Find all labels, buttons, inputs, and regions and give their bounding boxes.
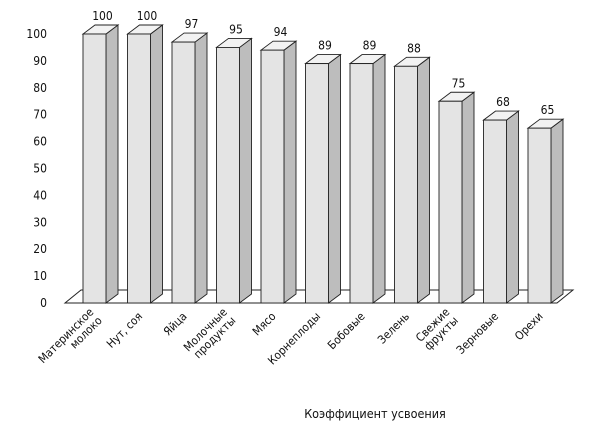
bars-layer [81, 24, 565, 304]
bar-side [550, 118, 564, 304]
bar-front [216, 47, 240, 304]
bar [170, 32, 209, 304]
category-label: Зелень [375, 309, 412, 346]
data-label: 95 [229, 22, 243, 36]
bar-side [239, 37, 252, 304]
data-label: 88 [407, 41, 421, 55]
y-tick-label: 100 [26, 27, 47, 41]
bar-front [82, 33, 107, 304]
y-tick-label: 70 [33, 108, 47, 122]
bar-front [349, 63, 374, 304]
data-label: 97 [185, 17, 199, 31]
data-label: 68 [496, 95, 510, 109]
bar [482, 110, 520, 304]
category-label: Мясо [250, 309, 279, 338]
data-label: 75 [452, 76, 466, 90]
bar-front [305, 63, 329, 304]
y-tick-label: 0 [40, 296, 47, 310]
category-label: Яйца [160, 309, 189, 338]
category-label: Нут, соя [104, 309, 146, 351]
data-label: 100 [137, 9, 158, 23]
bar-front [171, 41, 196, 304]
y-tick-label: 80 [33, 81, 47, 95]
bar-side [194, 32, 208, 304]
bar [81, 24, 120, 304]
bar-front [127, 33, 151, 304]
bar-side [150, 24, 163, 304]
y-tick-label: 10 [33, 269, 47, 283]
bar [526, 118, 565, 304]
bar [437, 91, 476, 304]
category-label: Зерновые [454, 309, 502, 357]
bar-front [438, 100, 463, 304]
y-tick-label: 30 [33, 215, 47, 229]
data-label: 100 [92, 9, 113, 23]
bar-front [483, 119, 507, 304]
bar [259, 40, 298, 304]
bar-side [105, 24, 119, 304]
y-tick-label: 50 [33, 162, 47, 176]
bar-front [260, 49, 285, 304]
data-label: 89 [363, 39, 377, 53]
category-label: Материнскоемолоко [35, 305, 105, 375]
bar-front [394, 65, 418, 304]
bar-side [328, 53, 341, 304]
category-label: Орехи [512, 309, 546, 343]
y-tick-label: 40 [33, 188, 47, 202]
y-tick-label: 60 [33, 135, 47, 149]
bar-side [372, 53, 386, 304]
category-label: Молочныепродукты [181, 305, 239, 363]
bar-side [283, 40, 297, 304]
bar-side [417, 56, 430, 304]
category-label: Бобовые [325, 309, 368, 352]
y-tick-label: 20 [33, 242, 47, 256]
bar [393, 56, 431, 304]
data-label: 89 [318, 39, 332, 53]
x-axis-title: Коэффициент усвоения [304, 406, 446, 421]
data-label: 65 [541, 103, 555, 117]
bar-side [506, 110, 519, 304]
bar-side [461, 91, 475, 304]
y-tick-label: 90 [33, 54, 47, 68]
bar [126, 24, 164, 304]
bar [348, 53, 387, 304]
bar [215, 37, 253, 304]
data-label: 94 [274, 25, 288, 39]
bar-front [527, 127, 552, 304]
bar [304, 53, 342, 304]
